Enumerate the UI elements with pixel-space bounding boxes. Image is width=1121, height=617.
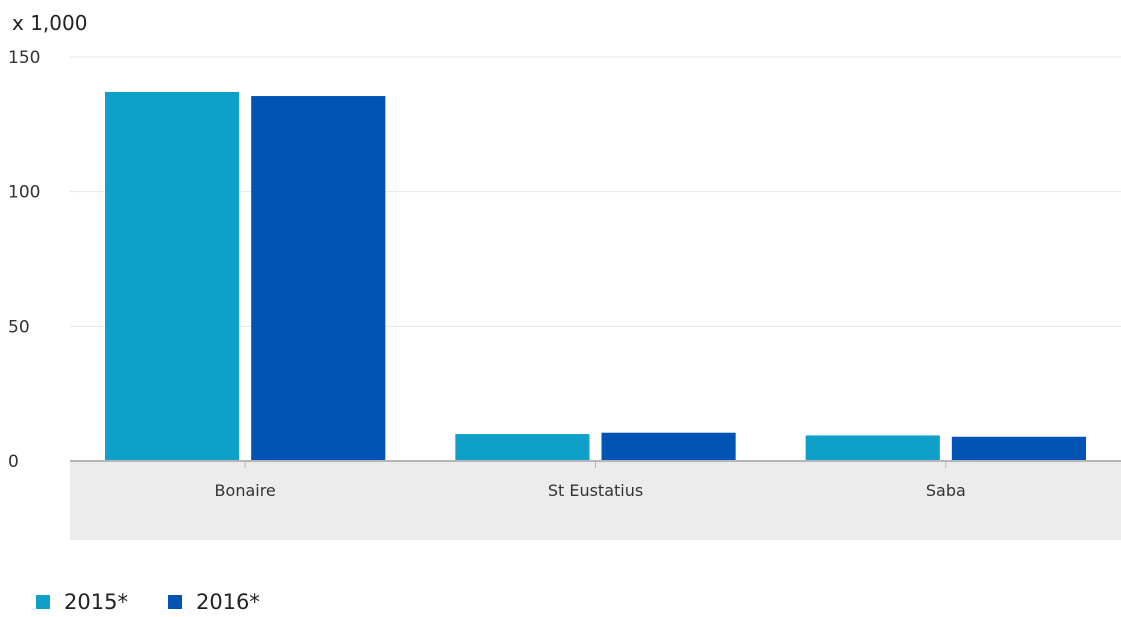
- bars: [105, 92, 1086, 461]
- bar-bonaire-0: [105, 92, 240, 461]
- bar-st-eustatius-0: [455, 434, 590, 461]
- y-tick-label-150: 150: [8, 48, 40, 68]
- y-tick-label-0: 0: [8, 452, 19, 472]
- x-tick-label-saba: Saba: [926, 481, 966, 500]
- legend-label-2015: 2015*: [64, 590, 128, 614]
- x-tick-label-st-eustatius: St Eustatius: [548, 481, 643, 500]
- y-tick-label-100: 100: [8, 183, 40, 203]
- y-axis-unit-label: x 1,000: [12, 11, 87, 35]
- legend: 2015* 2016*: [36, 590, 300, 614]
- x-axis-ticks: Bonaire St Eustatius Saba: [215, 461, 966, 500]
- bar-bonaire-1: [251, 96, 386, 461]
- legend-swatch-2015: [36, 595, 50, 609]
- legend-swatch-2016: [167, 595, 182, 609]
- bar-chart: x 1,000 0 50 100 150 Bonaire St Eustatius Sab…: [8, 11, 1121, 540]
- bar-saba-1: [951, 436, 1086, 461]
- legend-item-2015[interactable]: 2015*: [36, 590, 128, 614]
- bar-st-eustatius-1: [601, 432, 736, 461]
- legend-item-2016[interactable]: 2016*: [167, 590, 260, 614]
- grid-lines: [70, 56, 1121, 327]
- y-axis-ticks: 0 50 100 150: [8, 48, 40, 472]
- bar-saba-0: [805, 435, 940, 461]
- x-axis-band: [70, 461, 1121, 540]
- y-tick-label-50: 50: [8, 317, 30, 337]
- x-tick-label-bonaire: Bonaire: [215, 481, 276, 500]
- legend-label-2016: 2016*: [195, 590, 260, 614]
